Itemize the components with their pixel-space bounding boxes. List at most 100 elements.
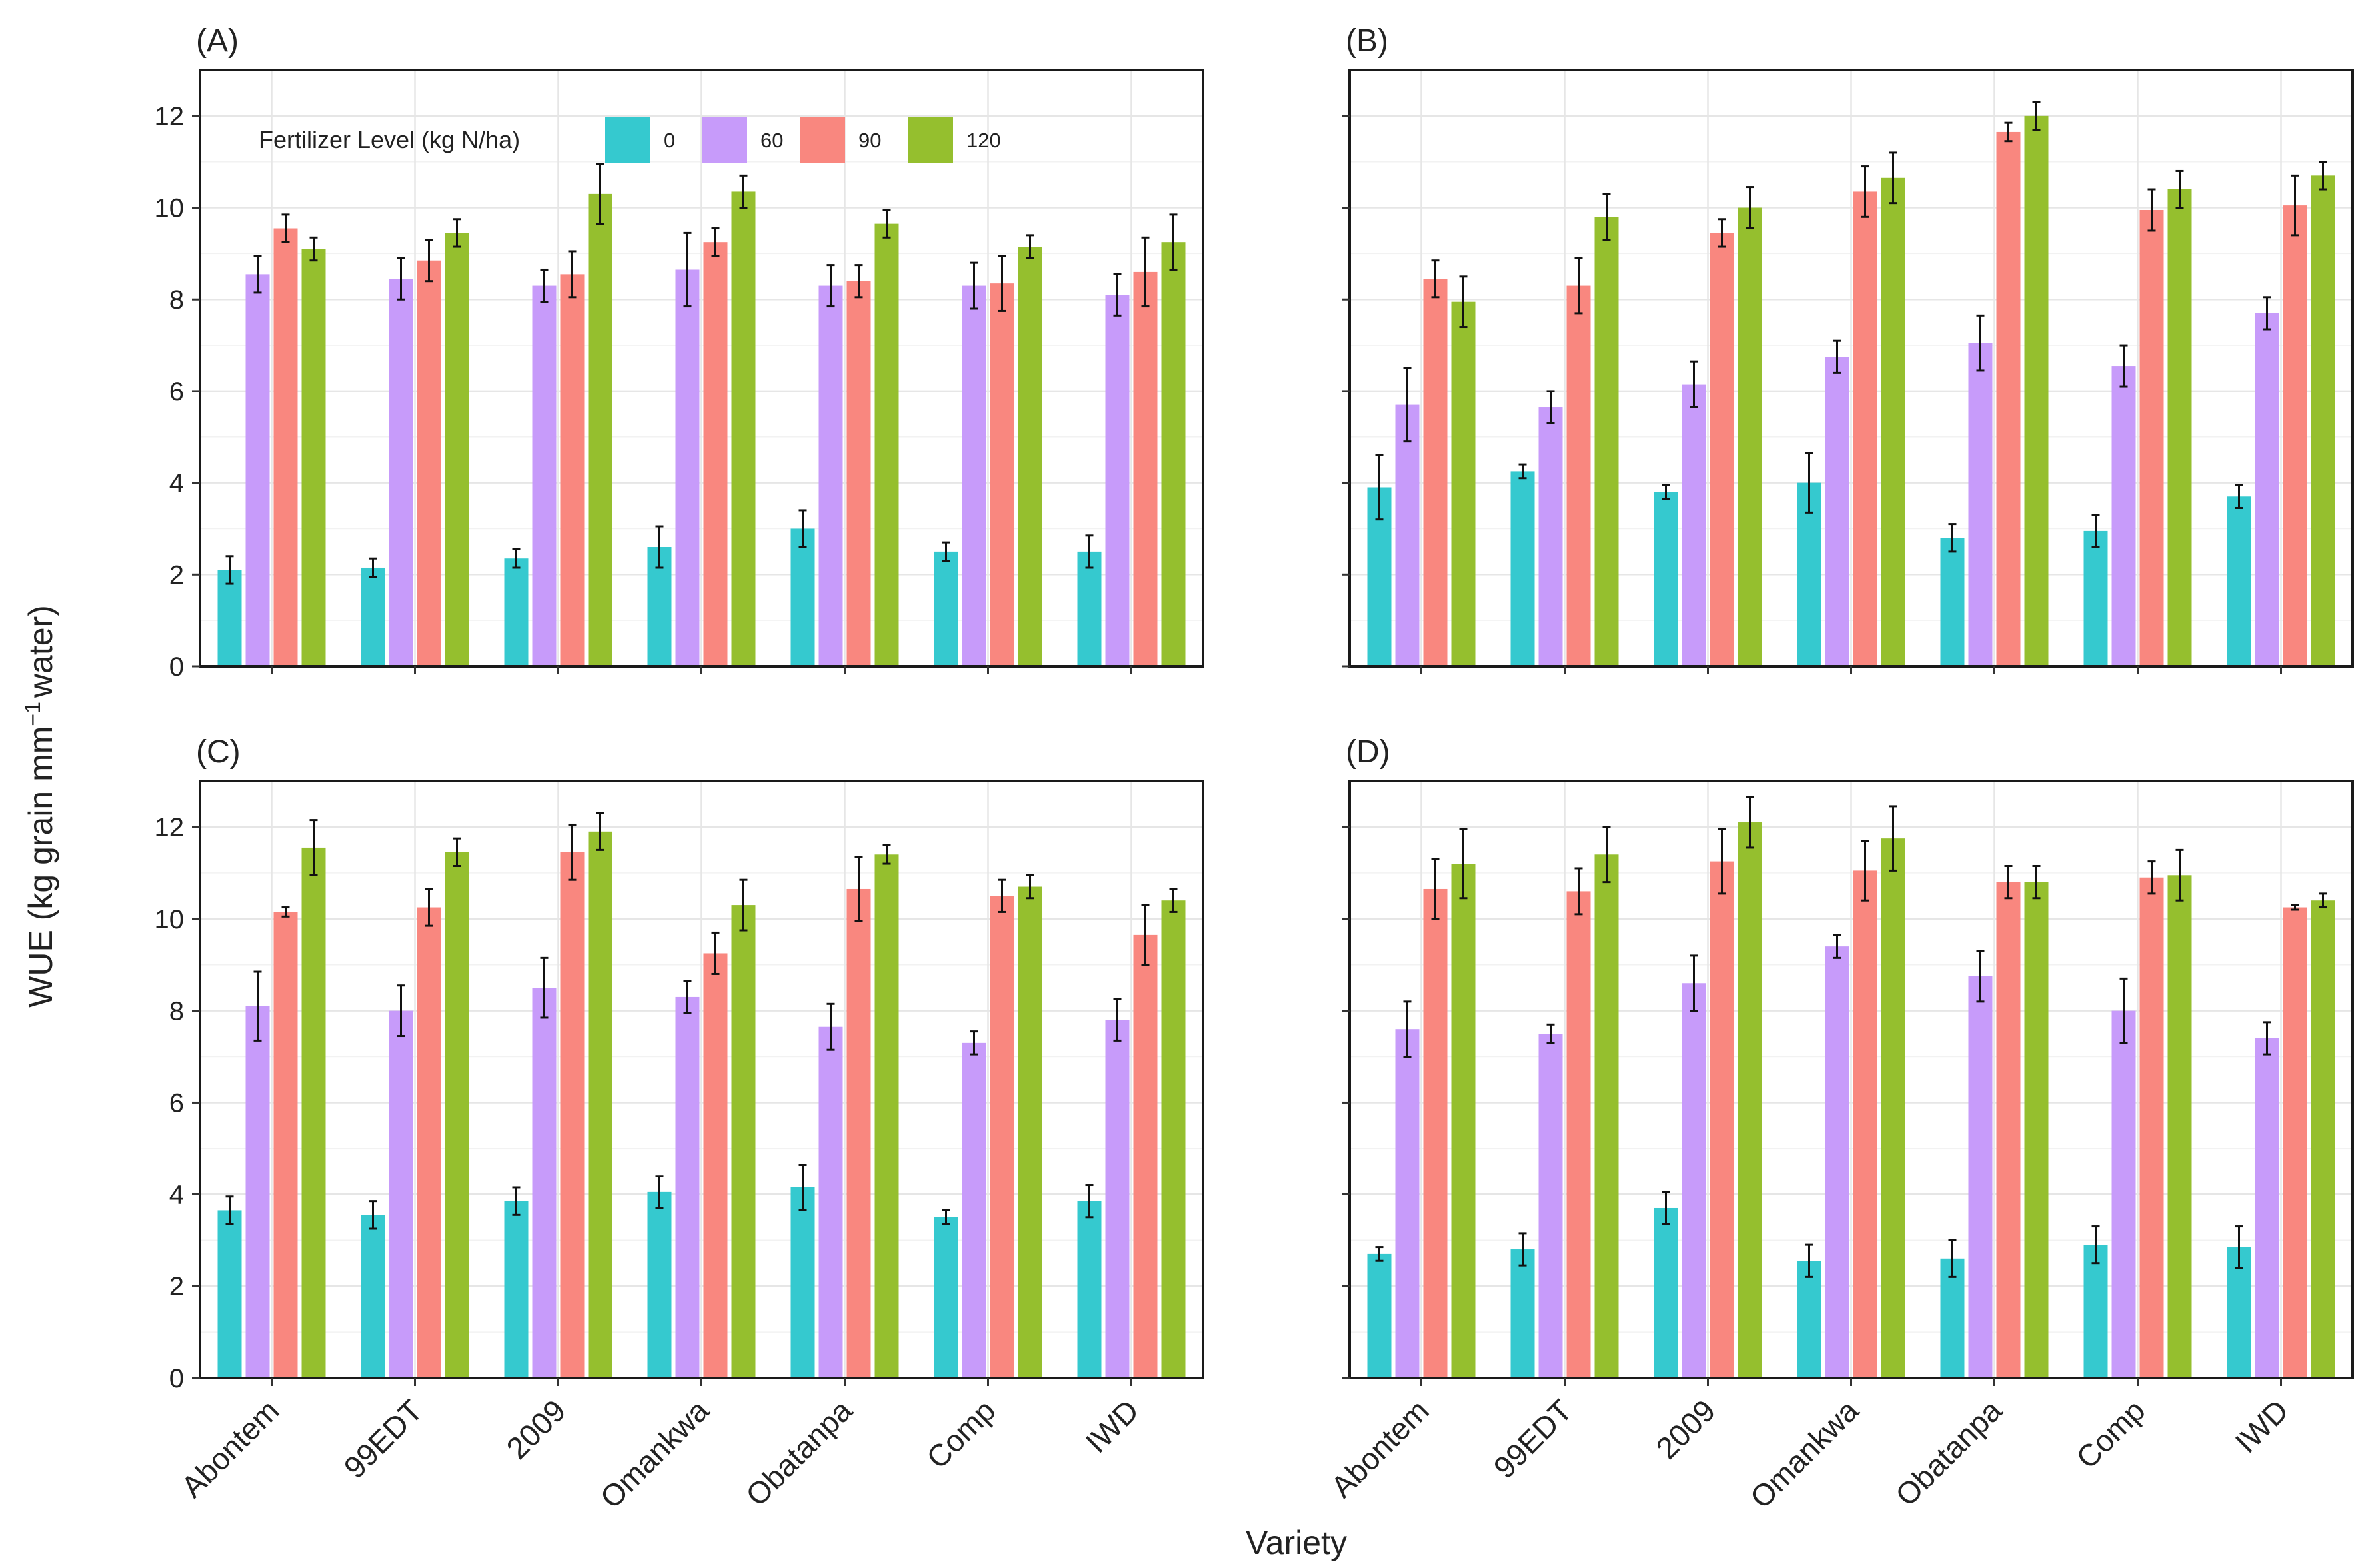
panel-d: Abontem 99EDT 2009 Omankwa Obatanpa Comp IWD (D… [1324, 734, 2354, 1515]
bar [1451, 864, 1476, 1378]
bar [273, 228, 298, 666]
bar [361, 567, 385, 666]
bar [1133, 934, 1158, 1378]
bar [1510, 471, 1535, 666]
bar [1018, 886, 1042, 1378]
bar [1738, 207, 1762, 666]
bar [217, 570, 242, 666]
legend-swatch [800, 117, 845, 163]
bar [990, 896, 1014, 1378]
y-tick-label: 4 [169, 1180, 184, 1209]
bar [731, 191, 756, 666]
bar [217, 1210, 242, 1378]
bar [560, 274, 585, 667]
bar [1077, 551, 1102, 666]
bar [1566, 285, 1591, 667]
bar [1710, 233, 1734, 667]
bar [790, 528, 815, 666]
bar [2083, 1245, 2108, 1378]
legend-title: Fertilizer Level (kg N/ha) [259, 126, 520, 153]
bar [361, 1215, 385, 1378]
bar [1594, 217, 1619, 666]
bar [2255, 1038, 2279, 1378]
bar [2311, 175, 2335, 666]
bar [389, 279, 413, 666]
bar [2227, 1247, 2251, 1378]
bar [1105, 1020, 1130, 1378]
bar [245, 1006, 270, 1378]
bar [2227, 496, 2251, 666]
bar [934, 551, 958, 666]
bar [301, 249, 326, 666]
bar [445, 233, 469, 667]
legend-swatch [702, 117, 747, 163]
bar [417, 260, 441, 666]
y-tick-label: 10 [155, 194, 185, 223]
legend-swatch [605, 117, 650, 163]
legend-label: 120 [966, 129, 1001, 152]
y-tick-label: 10 [155, 905, 185, 934]
y-axis-title: WUE (kg grain mm−1 water) [21, 605, 59, 1008]
bar [2111, 1010, 2136, 1378]
bar [1133, 271, 1158, 666]
x-tick-label: Comp [2069, 1393, 2152, 1475]
bar [273, 912, 298, 1378]
y-tick-label: 6 [169, 1088, 184, 1118]
bar [1510, 1249, 1535, 1378]
bar [1853, 191, 1877, 666]
bar [1968, 343, 1993, 666]
bar [1395, 1029, 1420, 1378]
x-tick-label: Abontem [1324, 1393, 1436, 1504]
y-tick-label: 2 [169, 1272, 184, 1301]
bar [1161, 242, 1186, 666]
x-tick-label: Abontem [175, 1393, 286, 1504]
x-tick-label: 2009 [1649, 1393, 1722, 1465]
panel-label: (A) [196, 23, 239, 59]
bar [2139, 877, 2164, 1378]
bar [1566, 891, 1591, 1378]
bar [818, 1026, 843, 1378]
bar [962, 285, 986, 667]
panel-b: (B) [1342, 23, 2354, 674]
bar [2139, 209, 2164, 666]
x-tick-label: Comp [920, 1393, 1002, 1475]
bar [389, 1010, 413, 1378]
bar [1881, 177, 1905, 666]
bar [790, 1187, 815, 1378]
bar [1367, 1253, 1392, 1378]
bar [1710, 861, 1734, 1378]
bar [703, 953, 728, 1378]
bar [1538, 407, 1563, 666]
x-tick-label: Obatanpa [739, 1393, 859, 1513]
bar [532, 285, 557, 667]
bar [703, 242, 728, 666]
y-tick-label: 2 [169, 560, 184, 590]
bar [2311, 900, 2335, 1378]
bar [1968, 976, 1993, 1378]
bar [2255, 313, 2279, 666]
bar [2083, 530, 2108, 666]
bar [731, 905, 756, 1378]
bar [1825, 357, 1849, 666]
panels: 0 2 4 6 8 10 12 (A) Fertilizer Level (kg N/ha) 0 6… [155, 23, 2354, 1515]
bar [560, 852, 585, 1378]
legend-swatch [908, 117, 953, 163]
y-tick-label: 0 [169, 1364, 184, 1393]
y-tick-label: 8 [169, 997, 184, 1026]
bar [1853, 870, 1877, 1378]
legend-label: 0 [664, 129, 675, 152]
bar [1797, 1261, 1821, 1378]
bar [2167, 875, 2192, 1378]
bar [1423, 888, 1448, 1378]
bar [2024, 882, 2049, 1378]
bar [846, 888, 871, 1378]
bar [1451, 301, 1476, 666]
y-tick-label: 8 [169, 285, 184, 315]
bar [2024, 115, 2049, 666]
bar [1940, 538, 1965, 666]
bar [818, 285, 843, 667]
bar [445, 852, 469, 1378]
bar [675, 269, 700, 666]
x-tick-label: 99EDT [1487, 1393, 1579, 1485]
bar [245, 274, 270, 667]
